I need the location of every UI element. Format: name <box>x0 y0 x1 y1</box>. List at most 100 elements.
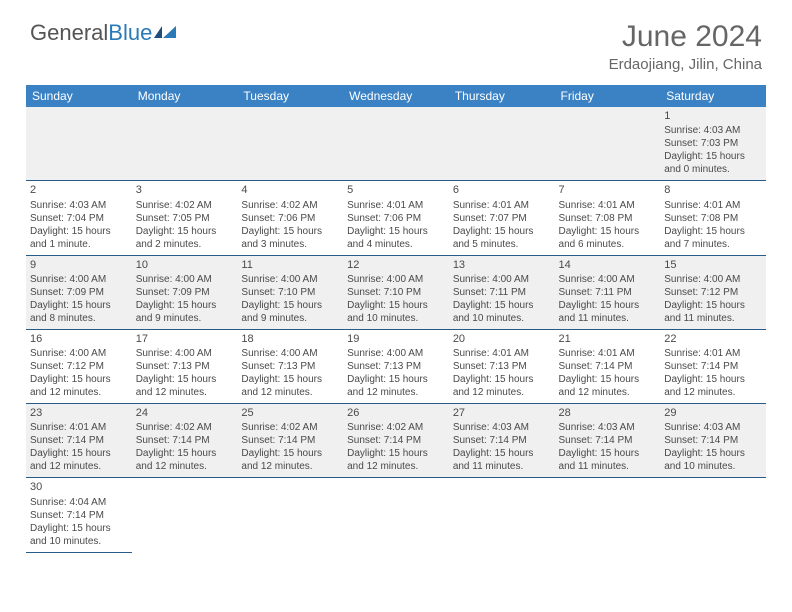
sunset-line: Sunset: 7:08 PM <box>664 212 762 225</box>
sunset-line: Sunset: 7:09 PM <box>136 286 234 299</box>
sunset-line: Sunset: 7:03 PM <box>664 137 762 150</box>
sunrise-line: Sunrise: 4:01 AM <box>559 199 657 212</box>
daylight-line-1: Daylight: 15 hours <box>559 225 657 238</box>
sunset-line: Sunset: 7:10 PM <box>241 286 339 299</box>
day-header: Saturday <box>660 85 766 107</box>
sunrise-line: Sunrise: 4:00 AM <box>559 273 657 286</box>
sunset-line: Sunset: 7:06 PM <box>347 212 445 225</box>
sunrise-line: Sunrise: 4:00 AM <box>136 273 234 286</box>
calendar-cell: 17Sunrise: 4:00 AMSunset: 7:13 PMDayligh… <box>132 329 238 403</box>
title-block: June 2024 Erdaojiang, Jilin, China <box>609 20 762 73</box>
daylight-line-2: and 10 minutes. <box>453 312 551 325</box>
sunset-line: Sunset: 7:13 PM <box>347 360 445 373</box>
daylight-line-2: and 11 minutes. <box>559 312 657 325</box>
calendar-cell: 25Sunrise: 4:02 AMSunset: 7:14 PMDayligh… <box>237 404 343 478</box>
daylight-line-1: Daylight: 15 hours <box>347 447 445 460</box>
daylight-line-1: Daylight: 15 hours <box>664 150 762 163</box>
sunrise-line: Sunrise: 4:00 AM <box>664 273 762 286</box>
calendar-cell <box>237 478 343 552</box>
daylight-line-2: and 10 minutes. <box>664 460 762 473</box>
day-number: 22 <box>664 332 762 346</box>
sunrise-line: Sunrise: 4:01 AM <box>559 347 657 360</box>
daylight-line-1: Daylight: 15 hours <box>664 299 762 312</box>
day-number: 23 <box>30 406 128 420</box>
sunset-line: Sunset: 7:08 PM <box>559 212 657 225</box>
sunrise-line: Sunrise: 4:03 AM <box>664 124 762 137</box>
daylight-line-1: Daylight: 15 hours <box>30 299 128 312</box>
calendar-cell: 3Sunrise: 4:02 AMSunset: 7:05 PMDaylight… <box>132 181 238 255</box>
sunrise-line: Sunrise: 4:04 AM <box>30 496 128 509</box>
logo-text-1: General <box>30 20 108 46</box>
day-number: 8 <box>664 183 762 197</box>
calendar-cell: 16Sunrise: 4:00 AMSunset: 7:12 PMDayligh… <box>26 329 132 403</box>
calendar-cell: 15Sunrise: 4:00 AMSunset: 7:12 PMDayligh… <box>660 255 766 329</box>
day-number: 3 <box>136 183 234 197</box>
calendar-cell: 6Sunrise: 4:01 AMSunset: 7:07 PMDaylight… <box>449 181 555 255</box>
calendar-cell: 27Sunrise: 4:03 AMSunset: 7:14 PMDayligh… <box>449 404 555 478</box>
daylight-line-1: Daylight: 15 hours <box>241 299 339 312</box>
daylight-line-1: Daylight: 15 hours <box>559 373 657 386</box>
calendar-cell: 11Sunrise: 4:00 AMSunset: 7:10 PMDayligh… <box>237 255 343 329</box>
sunset-line: Sunset: 7:14 PM <box>453 434 551 447</box>
daylight-line-2: and 12 minutes. <box>241 460 339 473</box>
daylight-line-2: and 12 minutes. <box>30 460 128 473</box>
sunset-line: Sunset: 7:09 PM <box>30 286 128 299</box>
sunset-line: Sunset: 7:12 PM <box>30 360 128 373</box>
daylight-line-1: Daylight: 15 hours <box>30 447 128 460</box>
sunrise-line: Sunrise: 4:01 AM <box>664 347 762 360</box>
daylight-line-1: Daylight: 15 hours <box>136 447 234 460</box>
day-number: 17 <box>136 332 234 346</box>
sunset-line: Sunset: 7:13 PM <box>136 360 234 373</box>
sunset-line: Sunset: 7:14 PM <box>559 434 657 447</box>
calendar-cell: 5Sunrise: 4:01 AMSunset: 7:06 PMDaylight… <box>343 181 449 255</box>
daylight-line-2: and 12 minutes. <box>453 386 551 399</box>
sunrise-line: Sunrise: 4:00 AM <box>453 273 551 286</box>
logo-flag-icon <box>154 24 180 42</box>
calendar-cell: 12Sunrise: 4:00 AMSunset: 7:10 PMDayligh… <box>343 255 449 329</box>
daylight-line-1: Daylight: 15 hours <box>664 225 762 238</box>
daylight-line-2: and 0 minutes. <box>664 163 762 176</box>
sunrise-line: Sunrise: 4:01 AM <box>30 421 128 434</box>
calendar-cell: 8Sunrise: 4:01 AMSunset: 7:08 PMDaylight… <box>660 181 766 255</box>
daylight-line-2: and 7 minutes. <box>664 238 762 251</box>
sunset-line: Sunset: 7:04 PM <box>30 212 128 225</box>
day-number: 10 <box>136 258 234 272</box>
sunrise-line: Sunrise: 4:03 AM <box>453 421 551 434</box>
day-number: 12 <box>347 258 445 272</box>
daylight-line-1: Daylight: 15 hours <box>241 373 339 386</box>
sunrise-line: Sunrise: 4:00 AM <box>241 273 339 286</box>
day-number: 11 <box>241 258 339 272</box>
daylight-line-2: and 11 minutes. <box>559 460 657 473</box>
calendar-cell <box>555 107 661 181</box>
page-title: June 2024 <box>609 20 762 54</box>
daylight-line-2: and 10 minutes. <box>30 535 128 548</box>
daylight-line-1: Daylight: 15 hours <box>347 225 445 238</box>
sunrise-line: Sunrise: 4:02 AM <box>241 421 339 434</box>
calendar-cell <box>660 478 766 552</box>
sunrise-line: Sunrise: 4:02 AM <box>136 199 234 212</box>
day-number: 25 <box>241 406 339 420</box>
daylight-line-2: and 12 minutes. <box>347 460 445 473</box>
calendar-week: 1Sunrise: 4:03 AMSunset: 7:03 PMDaylight… <box>26 107 766 181</box>
logo: GeneralBlue <box>30 20 180 46</box>
calendar-cell <box>343 107 449 181</box>
daylight-line-2: and 8 minutes. <box>30 312 128 325</box>
day-header: Wednesday <box>343 85 449 107</box>
sunset-line: Sunset: 7:07 PM <box>453 212 551 225</box>
sunrise-line: Sunrise: 4:01 AM <box>453 199 551 212</box>
calendar-cell: 4Sunrise: 4:02 AMSunset: 7:06 PMDaylight… <box>237 181 343 255</box>
day-number: 29 <box>664 406 762 420</box>
day-number: 28 <box>559 406 657 420</box>
day-number: 15 <box>664 258 762 272</box>
day-number: 5 <box>347 183 445 197</box>
day-number: 14 <box>559 258 657 272</box>
daylight-line-1: Daylight: 15 hours <box>453 299 551 312</box>
daylight-line-1: Daylight: 15 hours <box>559 299 657 312</box>
calendar-week: 16Sunrise: 4:00 AMSunset: 7:12 PMDayligh… <box>26 329 766 403</box>
sunrise-line: Sunrise: 4:03 AM <box>30 199 128 212</box>
sunrise-line: Sunrise: 4:00 AM <box>241 347 339 360</box>
daylight-line-2: and 9 minutes. <box>136 312 234 325</box>
sunrise-line: Sunrise: 4:01 AM <box>453 347 551 360</box>
sunset-line: Sunset: 7:13 PM <box>241 360 339 373</box>
day-header: Monday <box>132 85 238 107</box>
